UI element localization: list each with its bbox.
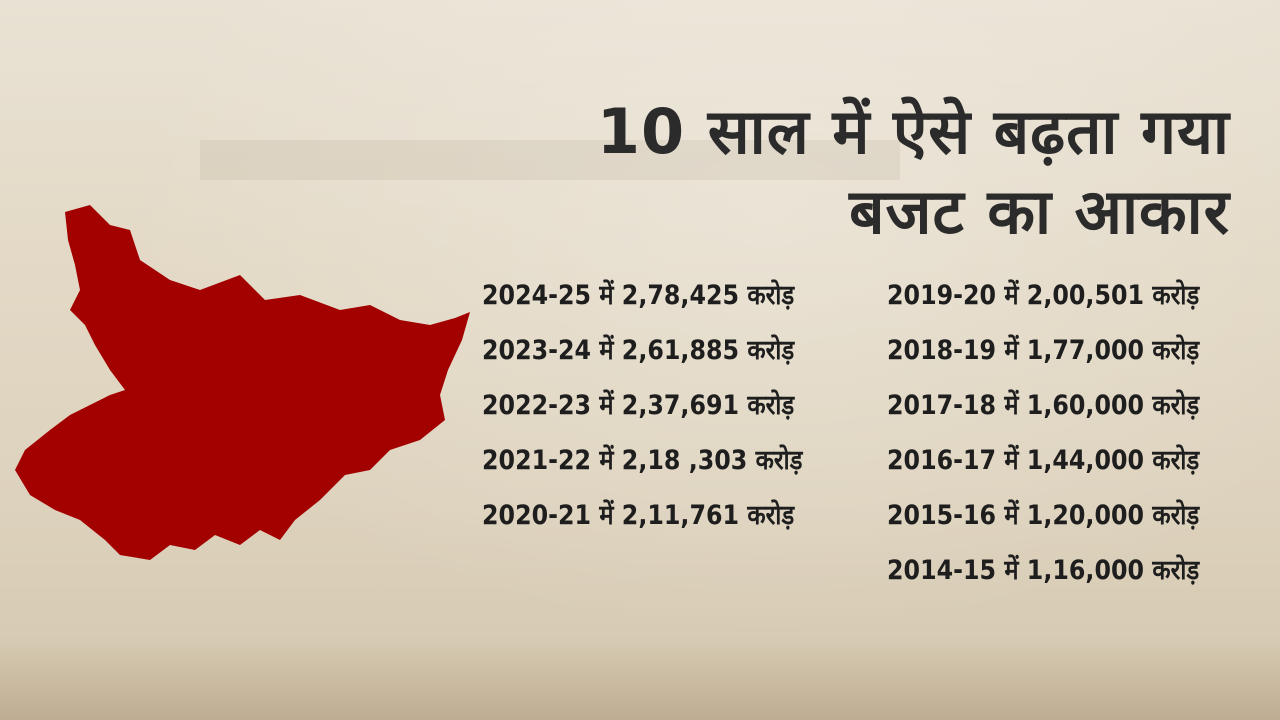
budget-entry: 2017-18 में 1,60,000 करोड़ [887,390,1200,421]
budget-entry: 2016-17 में 1,44,000 करोड़ [887,445,1200,476]
background-ground [0,640,1280,720]
budget-entry: 2024-25 में 2,78,425 करोड़ [482,280,795,311]
budget-entry: 2015-16 में 1,20,000 करोड़ [887,500,1200,531]
title-line: बजट का आकार [849,175,1230,248]
budget-entry: 2019-20 में 2,00,501 करोड़ [887,280,1200,311]
budget-entry: 2020-21 में 2,11,761 करोड़ [482,500,795,531]
budget-entry: 2023-24 में 2,61,885 करोड़ [482,335,795,366]
background-building-band [200,140,900,180]
title-line: 10 साल में ऐसे बढ़ता गया [596,95,1230,168]
map-shape [15,205,470,560]
budget-entry: 2022-23 में 2,37,691 करोड़ [482,390,795,421]
budget-entry: 2021-22 में 2,18 ,303 करोड़ [482,445,803,476]
budget-entry: 2014-15 में 1,16,000 करोड़ [887,555,1200,586]
budget-entry: 2018-19 में 1,77,000 करोड़ [887,335,1200,366]
